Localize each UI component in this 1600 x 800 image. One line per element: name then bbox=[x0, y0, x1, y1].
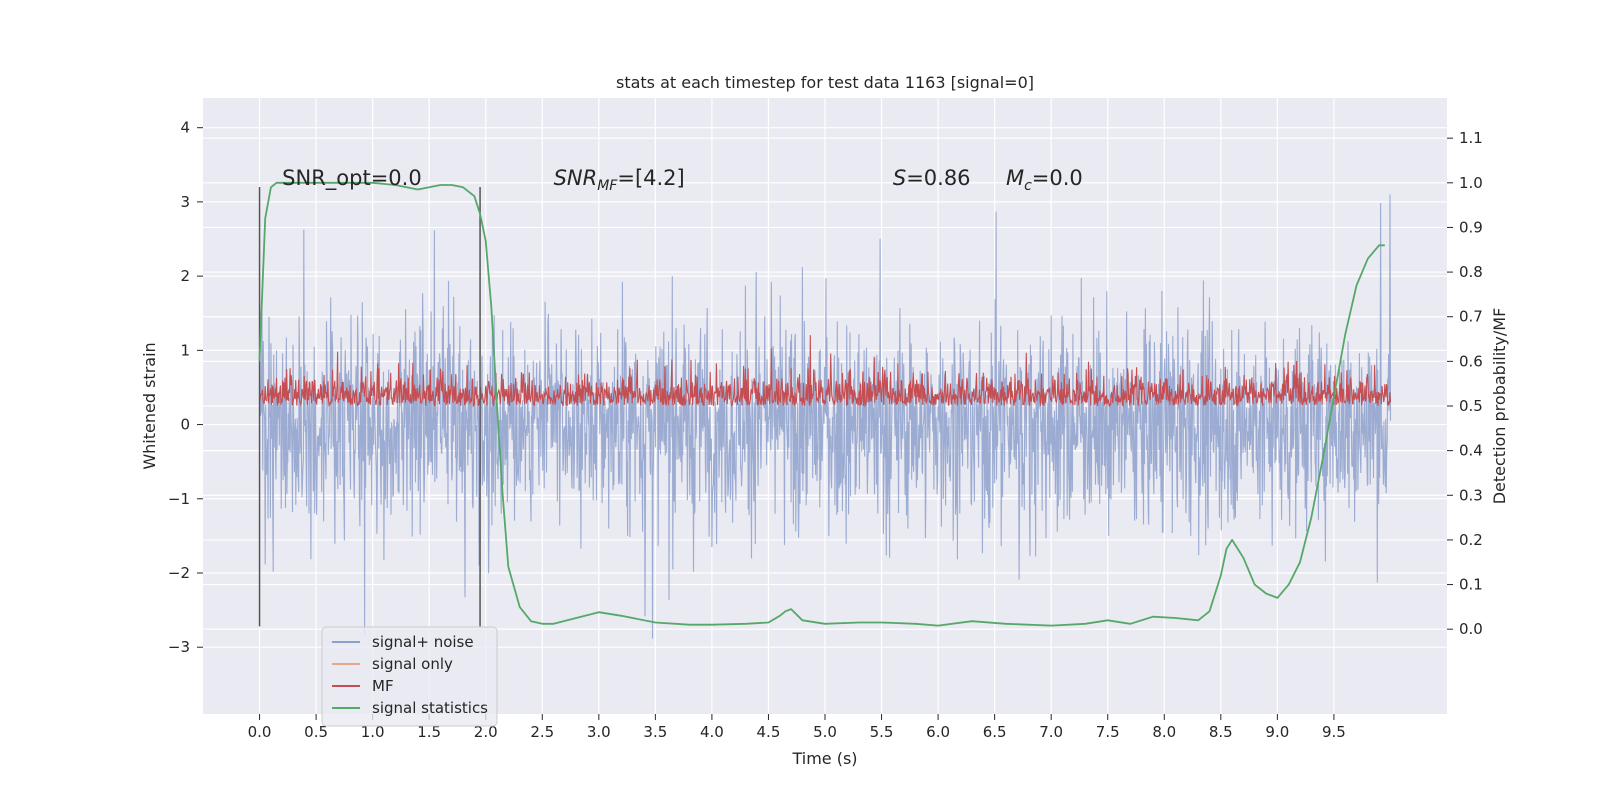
x-tick-label: 9.0 bbox=[1265, 723, 1289, 741]
x-tick-label: 7.0 bbox=[1039, 723, 1063, 741]
y-right-tick-label: 0.4 bbox=[1459, 442, 1483, 460]
y-tick-label: −1 bbox=[168, 490, 190, 508]
legend-label-signal-noise: signal+ noise bbox=[372, 633, 474, 651]
annotations: SNR_opt=0.0 SNRMF=[4.2] S=0.86 Mc=0.0 bbox=[282, 166, 1083, 194]
annotation: Mc=0.0 bbox=[1006, 166, 1083, 194]
y-right-tick-label: 0.9 bbox=[1459, 218, 1483, 236]
y-right-tick-label: 0.6 bbox=[1459, 352, 1483, 370]
y-tick-label: 0 bbox=[180, 416, 190, 434]
x-axis-ticks: 0.0 0.5 1.0 1.5 2.0 2.5 3.0 3.5 4.0 4.5 5.0 5.5 6.0 6… bbox=[248, 714, 1346, 741]
x-tick-label: 1.5 bbox=[417, 723, 441, 741]
x-tick-label: 1.0 bbox=[361, 723, 385, 741]
x-tick-label: 6.0 bbox=[926, 723, 950, 741]
y-axis-right-label: Detection probability/MF bbox=[1490, 308, 1509, 505]
series-signal-statistics bbox=[258, 181, 1385, 627]
vertical-markers bbox=[258, 187, 481, 627]
y-tick-label: 4 bbox=[180, 119, 190, 137]
chart-title: stats at each timestep for test data 116… bbox=[616, 73, 1034, 92]
x-tick-label: 2.0 bbox=[474, 723, 498, 741]
x-tick-label: 6.5 bbox=[983, 723, 1007, 741]
legend-label-mf: MF bbox=[372, 677, 394, 695]
y-right-tick-label: 0.2 bbox=[1459, 531, 1483, 549]
annotation: S=0.86 bbox=[893, 166, 971, 190]
y-tick-label: 1 bbox=[180, 341, 190, 359]
legend-label-signal-only: signal only bbox=[372, 655, 453, 673]
y-axis-ticks: −3 −2 −1 0 1 2 3 4 bbox=[168, 119, 203, 656]
x-tick-label: 4.0 bbox=[700, 723, 724, 741]
legend: signal+ noise signal only MF signal stat… bbox=[321, 626, 498, 727]
annotation: SNR_opt=0.0 bbox=[282, 166, 422, 191]
series-mf bbox=[258, 335, 1392, 408]
series-signal-noise bbox=[258, 194, 1392, 639]
x-tick-label: 8.5 bbox=[1209, 723, 1233, 741]
y-axis-label: Whitened strain bbox=[140, 342, 159, 469]
y-tick-label: 2 bbox=[180, 267, 190, 285]
y-tick-label: 3 bbox=[180, 193, 190, 211]
x-tick-label: 4.5 bbox=[757, 723, 781, 741]
x-tick-label: 3.0 bbox=[587, 723, 611, 741]
x-tick-label: 5.5 bbox=[870, 723, 894, 741]
x-tick-label: 7.5 bbox=[1096, 723, 1120, 741]
x-tick-label: 3.5 bbox=[643, 723, 667, 741]
y-right-tick-label: 0.8 bbox=[1459, 263, 1483, 281]
x-tick-label: 0.5 bbox=[304, 723, 328, 741]
y-right-tick-label: 0.5 bbox=[1459, 397, 1483, 415]
series-signal-noise-line bbox=[258, 194, 1392, 639]
y-right-tick-label: 0.0 bbox=[1459, 620, 1483, 638]
legend-box bbox=[321, 626, 498, 727]
x-axis-label: Time (s) bbox=[791, 749, 857, 768]
annotation: SNRMF=[4.2] bbox=[554, 166, 685, 194]
y-right-tick-label: 0.7 bbox=[1459, 308, 1483, 326]
y-tick-label: −3 bbox=[168, 638, 190, 656]
series-signal-statistics-line bbox=[258, 181, 1385, 627]
y-right-tick-label: 0.1 bbox=[1459, 576, 1483, 594]
series-mf-line bbox=[258, 335, 1392, 408]
y-axis-right-ticks: 0.0 0.1 0.2 0.3 0.4 0.5 0.6 0.7 0.8 0.9 1.0 1.1 bbox=[1447, 129, 1483, 638]
x-tick-label: 0.0 bbox=[248, 723, 272, 741]
x-tick-label: 5.0 bbox=[813, 723, 837, 741]
y-right-tick-label: 0.3 bbox=[1459, 486, 1483, 504]
y-right-tick-label: 1.0 bbox=[1459, 174, 1483, 192]
x-tick-label: 8.0 bbox=[1152, 723, 1176, 741]
y-right-tick-label: 1.1 bbox=[1459, 129, 1483, 147]
y-tick-label: −2 bbox=[168, 564, 190, 582]
x-tick-label: 9.5 bbox=[1322, 723, 1346, 741]
legend-label-signal-statistics: signal statistics bbox=[372, 699, 488, 717]
x-tick-label: 2.5 bbox=[530, 723, 554, 741]
